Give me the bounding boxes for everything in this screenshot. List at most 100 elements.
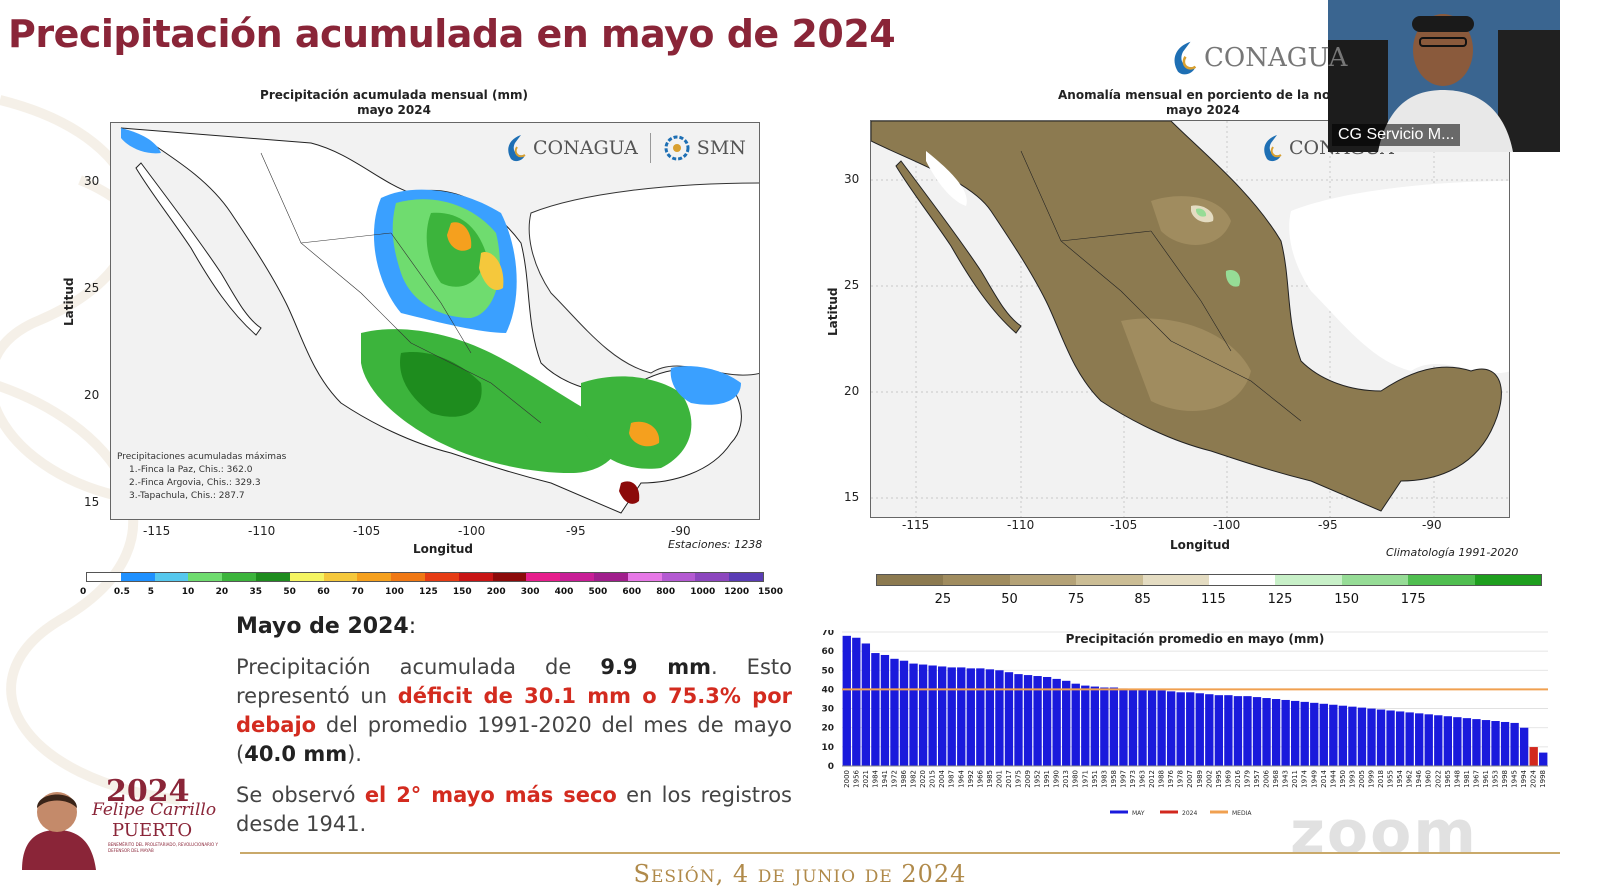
max-precip-item: 1.-Finca la Paz, Chis.: 362.0 — [129, 465, 253, 475]
bar — [976, 668, 985, 766]
x-tick-label: 1982 — [910, 770, 918, 788]
left-map-xtick: -100 — [458, 524, 486, 538]
legend-label: MEDIA — [1232, 810, 1252, 817]
colorbar-segment — [1142, 575, 1210, 585]
right-map-xtick: -100 — [1213, 518, 1241, 532]
p1-text: ). — [347, 742, 362, 766]
x-tick-label: 2002 — [1205, 770, 1213, 788]
max-precip-item: 2.-Finca Argovia, Chis.: 329.3 — [129, 478, 261, 488]
bar — [1186, 692, 1195, 766]
bar — [938, 666, 947, 766]
colorbar-label: 150 — [452, 587, 472, 597]
colorbar-segment — [323, 573, 358, 581]
bar — [1271, 699, 1281, 766]
x-tick-label: 1960 — [1425, 770, 1433, 788]
x-tick-label: 1974 — [1301, 769, 1309, 787]
conagua-logo-left: CONAGUA SMN — [503, 133, 746, 163]
bar — [1081, 685, 1090, 766]
logo-year: 2024 — [106, 774, 190, 809]
colorbar-label: 150 — [1334, 592, 1360, 607]
left-map-ytick: 25 — [84, 281, 100, 295]
colorbar-label: 0.5 — [113, 587, 130, 597]
x-tick-label: 1972 — [890, 770, 898, 788]
x-tick-label: 1995 — [1215, 770, 1223, 788]
x-tick-label: 1987 — [948, 770, 956, 788]
bar — [1443, 716, 1452, 766]
footer-divider — [240, 852, 1560, 854]
colorbar-segment — [357, 573, 392, 581]
left-map-xtick: -115 — [143, 524, 171, 538]
bar — [1357, 707, 1367, 766]
x-tick-label: 1967 — [1472, 770, 1480, 788]
bar — [1243, 696, 1252, 766]
x-tick-label: 2021 — [862, 770, 870, 788]
colorbar-label: 70 — [351, 587, 364, 597]
x-tick-label: 1985 — [986, 770, 994, 788]
summary-heading: Mayo de 2024: — [236, 614, 792, 639]
bar — [1462, 718, 1472, 766]
bar — [1338, 705, 1348, 766]
x-tick-label: 2014 — [1320, 769, 1328, 787]
x-tick-label: 1963 — [1139, 770, 1147, 788]
bar — [1376, 709, 1386, 766]
x-tick-label: 2000 — [843, 770, 851, 788]
x-tick-label: 1943 — [1282, 770, 1290, 788]
logo-name-line1: Felipe Carrillo — [92, 800, 217, 820]
x-tick-label: 1984 — [871, 769, 879, 787]
x-tick-label: 2005 — [1358, 770, 1366, 788]
bar — [1539, 752, 1548, 766]
x-tick-label: 1961 — [1482, 770, 1490, 788]
bar — [1310, 702, 1319, 766]
right-map-title-line2: mayo 2024 — [1166, 103, 1240, 117]
bar — [1348, 706, 1357, 766]
conagua-emblem-icon — [1264, 135, 1282, 162]
bar — [861, 643, 871, 766]
colorbar-segment — [1408, 575, 1475, 585]
x-tick-label: 1991 — [1043, 770, 1051, 788]
x-tick-label: 2012 — [1148, 770, 1156, 788]
x-tick-label: 1973 — [1129, 770, 1137, 788]
summary-paragraph-2: Se observó el 2° mayo más seco en los re… — [236, 781, 792, 839]
x-tick-label: 1998 — [1539, 770, 1547, 788]
right-colorbar-labels: 25 50 75 85 115 125 150 175 — [876, 592, 1542, 608]
colorbar-label: 175 — [1400, 592, 1426, 607]
right-map-image — [871, 121, 1509, 517]
colorbar-label: 5 — [147, 587, 155, 597]
x-tick-label: 1953 — [1492, 770, 1500, 788]
right-map-ytick: 15 — [844, 490, 860, 504]
left-map-panel: Precipitación acumulada mensual (mm) may… — [60, 86, 780, 566]
colorbar-label: 1200 — [724, 587, 750, 597]
x-tick-label: 1957 — [1253, 770, 1261, 788]
colorbar-segment — [526, 573, 561, 581]
x-tick-label: 1946 — [1415, 769, 1423, 787]
x-tick-label: 1999 — [1368, 770, 1376, 788]
bar — [1395, 711, 1405, 766]
colorbar-label: 10 — [181, 587, 195, 597]
right-map-frame: CONAGUA — [870, 120, 1510, 518]
bar — [1062, 680, 1071, 766]
x-tick-label: 1950 — [1339, 770, 1347, 788]
left-map-image — [111, 123, 759, 519]
right-map-ytick: 20 — [844, 384, 860, 398]
x-tick-label: 1994 — [1520, 769, 1528, 787]
right-map-ytick: 25 — [844, 278, 860, 292]
bar — [1138, 689, 1147, 766]
x-tick-label: 1949 — [1310, 770, 1318, 788]
x-tick-label: 1988 — [1158, 770, 1166, 788]
right-map-xtick: -110 — [1007, 518, 1035, 532]
colorbar-segment — [1076, 575, 1143, 585]
bar — [1214, 695, 1224, 766]
bar — [1166, 691, 1176, 766]
colorbar-segment — [492, 573, 527, 581]
y-tick-label: 70 — [821, 630, 834, 638]
colorbar-segment — [943, 575, 1010, 585]
bar — [1252, 697, 1262, 766]
conagua-logo-text: CONAGUA — [533, 137, 638, 159]
right-map-title: Anomalía mensual en porciento de la no m… — [830, 88, 1550, 118]
bar — [1386, 710, 1395, 766]
bar — [1367, 708, 1376, 766]
video-participant-tile[interactable]: CG Servicio M... — [1328, 0, 1560, 152]
bar — [1481, 720, 1491, 766]
conagua-emblem-icon — [1174, 41, 1197, 75]
left-colorbar — [86, 572, 764, 582]
